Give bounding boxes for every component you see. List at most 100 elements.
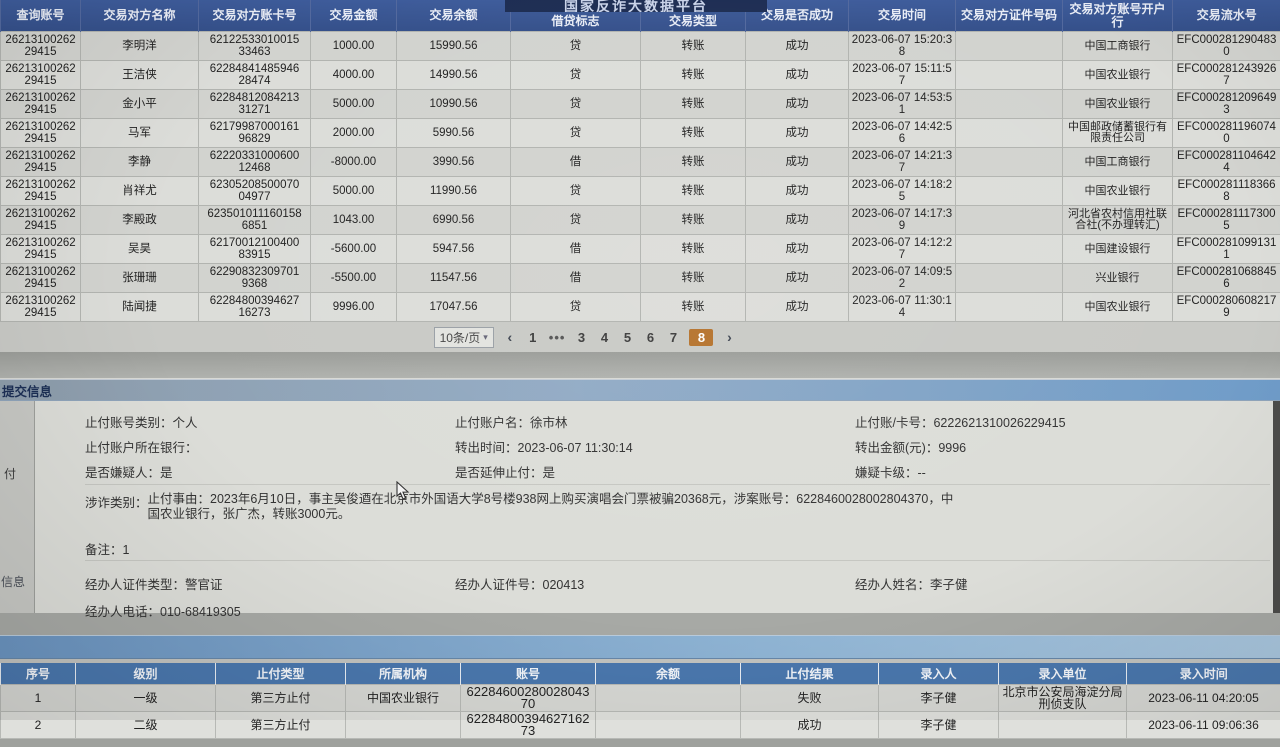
field-remark: 备注：1 — [85, 536, 1270, 560]
table-cell: 2023-06-07 14:21:37 — [849, 148, 956, 177]
table-cell: 1043.00 — [311, 206, 397, 235]
table-cell: 中国农业银行 — [1063, 61, 1173, 90]
table-cell: 6228481208421331271 — [199, 90, 311, 119]
page-button-8-active[interactable]: 8 — [689, 329, 713, 346]
table-cell: 转账 — [641, 264, 746, 293]
field-agent-cert-type: 经办人证件类型：警官证 — [85, 574, 455, 593]
table-cell — [956, 235, 1063, 264]
stop-payment-header-row: 序号级别止付类型所属机构账号余额止付结果录入人录入单位录入时间 — [1, 663, 1280, 685]
column-header: 交易对方账号开户行 — [1063, 0, 1173, 32]
column-header: 交易流水号 — [1173, 0, 1280, 32]
table-cell: 6228484148594628474 — [199, 61, 311, 90]
table-cell: 5947.56 — [397, 235, 511, 264]
table-cell: 11547.56 — [397, 264, 511, 293]
column-header: 账号 — [461, 663, 596, 685]
table-cell: 张珊珊 — [81, 264, 199, 293]
table-cell: 二级 — [76, 712, 216, 739]
page-button-3[interactable]: 3 — [574, 330, 588, 345]
table-cell: 2023-06-07 15:11:57 — [849, 61, 956, 90]
platform-title: 国家反诈大数据平台 — [505, 0, 767, 12]
table-cell: 肖祥尤 — [81, 177, 199, 206]
table-cell: 成功 — [746, 264, 849, 293]
next-page-button[interactable]: › — [722, 329, 736, 345]
clipped-nav-fragment: 信息 — [1, 573, 25, 590]
table-cell: 成功 — [746, 293, 849, 322]
table-cell: 兴业银行 — [1063, 264, 1173, 293]
table-cell: 成功 — [746, 148, 849, 177]
table-cell: 2621310026229415 — [1, 235, 81, 264]
column-header: 所属机构 — [346, 663, 461, 685]
table-cell: 6235010111601586851 — [199, 206, 311, 235]
table-cell: 转账 — [641, 293, 746, 322]
page-size-select[interactable]: 10条/页 ▾ — [434, 327, 494, 348]
table-cell: 成功 — [746, 90, 849, 119]
page-button-5[interactable]: 5 — [620, 330, 634, 345]
table-cell: -8000.00 — [311, 148, 397, 177]
table-cell: 转账 — [641, 90, 746, 119]
column-header: 查询账号 — [1, 0, 81, 32]
table-cell: 第三方止付 — [216, 712, 346, 739]
table-cell — [956, 264, 1063, 293]
table-cell: 中国农业银行 — [1063, 177, 1173, 206]
table-cell — [596, 712, 741, 739]
prev-page-button[interactable]: ‹ — [503, 329, 517, 345]
table-cell: 11990.56 — [397, 177, 511, 206]
table-cell: EFC0002806082179 — [1173, 293, 1280, 322]
table-cell: 中国农业银行 — [346, 685, 461, 712]
table-cell: 中国工商银行 — [1063, 32, 1173, 61]
table-cell: 3990.56 — [397, 148, 511, 177]
chevron-down-icon: ▾ — [483, 332, 488, 343]
column-header: 交易余额 — [397, 0, 511, 32]
table-cell: 2023-06-07 15:20:38 — [849, 32, 956, 61]
table-cell: 2 — [1, 712, 76, 739]
clipped-nav-fragment: 付 — [4, 465, 16, 482]
field-bank: 止付账户所在银行： — [85, 437, 455, 456]
table-cell: 2023-06-07 14:17:39 — [849, 206, 956, 235]
table-cell: 成功 — [746, 32, 849, 61]
table-cell: EFC0002811960740 — [1173, 119, 1280, 148]
table-cell: 2621310026229415 — [1, 61, 81, 90]
column-header: 录入人 — [879, 663, 999, 685]
table-cell: 622908323097019368 — [199, 264, 311, 293]
table-cell: 贷 — [511, 32, 641, 61]
table-cell: EFC0002811046424 — [1173, 148, 1280, 177]
table-cell: 2621310026229415 — [1, 206, 81, 235]
page-button-7[interactable]: 7 — [666, 330, 680, 345]
column-header: 录入单位 — [999, 663, 1127, 685]
table-cell — [999, 712, 1127, 739]
table-cell: 2621310026229415 — [1, 293, 81, 322]
screen-gap-band — [0, 352, 1280, 379]
table-cell: 转账 — [641, 119, 746, 148]
page-ellipsis[interactable]: ••• — [549, 330, 566, 345]
table-cell: 借 — [511, 235, 641, 264]
column-header: 交易对方证件号码 — [956, 0, 1063, 32]
table-cell: 失败 — [741, 685, 879, 712]
table-cell — [956, 206, 1063, 235]
stop-payment-section-bar — [0, 635, 1280, 659]
table-cell: 6228480039462716273 — [461, 712, 596, 739]
table-cell: 中国工商银行 — [1063, 148, 1173, 177]
transactions-section: 国家反诈大数据平台 查询账号交易对方名称交易对方账卡号交易金额交易余额借贷标志交… — [0, 0, 1280, 352]
table-cell: 17047.56 — [397, 293, 511, 322]
table-cell: 陆闻捷 — [81, 293, 199, 322]
table-cell: 2023-06-07 14:09:52 — [849, 264, 956, 293]
page-button-4[interactable]: 4 — [597, 330, 611, 345]
page-button-6[interactable]: 6 — [643, 330, 657, 345]
table-cell: 第三方止付 — [216, 685, 346, 712]
field-account-name: 止付账户名：徐市林 — [455, 412, 855, 431]
field-card-no: 止付账/卡号：6222621310026229415 — [855, 412, 1270, 431]
table-cell: 6228480039462716273 — [199, 293, 311, 322]
table-cell: 吴昊 — [81, 235, 199, 264]
screen-bezel-edge — [1273, 401, 1280, 613]
table-cell: 借 — [511, 264, 641, 293]
table-cell: 贷 — [511, 90, 641, 119]
table-cell: 王洁侠 — [81, 61, 199, 90]
table-cell: 6228460028002804370 — [461, 685, 596, 712]
table-cell: 2621310026229415 — [1, 177, 81, 206]
column-header: 交易金额 — [311, 0, 397, 32]
page-button-1[interactable]: 1 — [526, 330, 540, 345]
